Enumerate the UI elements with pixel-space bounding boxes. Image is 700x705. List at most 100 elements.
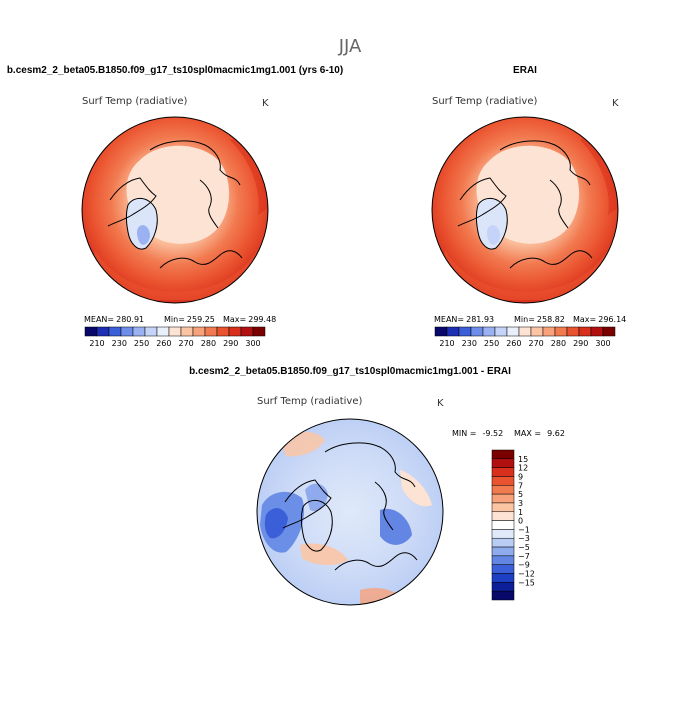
panel-model-colorbar-swatch	[216, 326, 230, 337]
panel-model-colorbar-swatch	[144, 326, 158, 337]
coastline-canada	[457, 177, 507, 227]
panel-model-map	[82, 117, 268, 303]
panel-model-title: b.cesm2_2_beta05.B1850.f09_g17_ts10spl0m…	[7, 65, 343, 76]
panel-diff-colorbar-tick-label: −1	[518, 525, 530, 534]
panel-obs-map-border	[431, 116, 619, 304]
coastline-greenland	[126, 197, 158, 250]
panel-model-colorbar-swatch	[84, 326, 98, 337]
page-title: JJA	[338, 36, 362, 57]
panel-model-colorbar-swatch	[192, 326, 206, 337]
panel-model-colorbar-tick-label: 290	[223, 339, 238, 348]
panel-obs-map	[432, 117, 618, 303]
panel-model-colorbar: 210 230 250 260 270 280 290 300	[84, 326, 266, 348]
panel-model-colorbar-swatch	[96, 326, 110, 337]
panel-obs-colorbar-swatch	[542, 326, 556, 337]
panel-obs-colorbar-swatch	[470, 326, 484, 337]
panel-diff-colorbar-swatch	[491, 458, 515, 468]
coastline-europe	[334, 552, 418, 571]
panel-obs-colorbar-swatch	[566, 326, 580, 337]
panel-model-min: Min= 259.25	[164, 315, 215, 324]
panel-diff-variable: Surf Temp (radiative)	[257, 396, 362, 407]
panel-diff-colorbar-swatch	[491, 573, 515, 583]
panel-obs-colorbar-swatch	[506, 326, 520, 337]
panel-obs-min: Min= 258.82	[514, 315, 565, 324]
coastline-alaska	[199, 179, 219, 229]
panel-diff-map	[257, 419, 443, 605]
panel-model-colorbar-swatch	[132, 326, 146, 337]
panel-obs: ERAI Surf Temp (radiative) K MEAN= 281.93…	[431, 65, 626, 348]
panel-obs-colorbar-swatch	[482, 326, 496, 337]
panel-model: b.cesm2_2_beta05.B1850.f09_g17_ts10spl0m…	[7, 65, 343, 348]
panel-diff-colorbar-tick-label: 5	[518, 490, 523, 499]
panel-diff-colorbar-swatch	[491, 590, 515, 601]
panel-diff-colorbar-tick-label: −5	[518, 543, 530, 552]
coastline-siberia	[499, 140, 591, 186]
panel-diff: b.cesm2_2_beta05.B1850.f09_g17_ts10spl0m…	[189, 366, 565, 606]
panel-diff-colorbar-tick-label: 12	[518, 464, 528, 473]
coastline-greenland	[476, 197, 508, 250]
cold-anomaly-greenland	[305, 483, 328, 512]
panel-obs-colorbar-swatch	[590, 326, 604, 337]
greenland-core	[486, 225, 500, 245]
panel-obs-colorbar-tick-label: 230	[462, 339, 477, 348]
panel-diff-colorbar-swatch	[491, 537, 515, 548]
panel-diff-colorbar-tick-label: −3	[518, 534, 530, 543]
panel-obs-colorbar: 210 230 250 260 270 280 290 300	[434, 326, 616, 348]
panel-obs-colorbar-tick-label: 280	[551, 339, 566, 348]
panel-obs-colorbar-swatch	[434, 326, 448, 337]
panel-model-colorbar-swatch	[156, 326, 170, 337]
panel-diff-colorbar-swatch	[491, 555, 515, 565]
panel-diff-units: K	[437, 398, 444, 409]
panel-diff-colorbar-tick-label: −12	[518, 570, 535, 579]
panel-diff-colorbar-tick-label: 0	[518, 517, 523, 526]
panel-obs-mean: MEAN= 281.93	[434, 315, 494, 324]
greenland-core	[136, 225, 150, 245]
panel-diff-colorbar-swatch	[491, 520, 515, 530]
panel-model-colorbar-swatch	[120, 326, 134, 337]
panel-obs-colorbar-swatch	[578, 326, 592, 337]
panel-diff-colorbar-tick-label: 7	[518, 481, 523, 490]
panel-diff-colorbar-swatch	[491, 467, 515, 477]
panel-model-map-border	[81, 116, 269, 304]
panel-diff-colorbar-tick-label: 15	[518, 455, 528, 464]
panel-model-colorbar-swatch	[252, 326, 266, 337]
coastline-greenland	[301, 499, 333, 552]
coastline-canada	[282, 479, 332, 529]
panel-diff-colorbar-swatch	[491, 449, 515, 460]
panel-diff-colorbar-tick-label: −7	[518, 552, 530, 561]
panel-obs-title: ERAI	[513, 65, 537, 76]
panel-model-colorbar-tick-label: 230	[112, 339, 127, 348]
panel-obs-colorbar-swatch	[530, 326, 544, 337]
panel-model-mean: MEAN= 280.91	[84, 315, 144, 324]
panel-obs-colorbar-swatch	[602, 326, 616, 337]
panel-diff-colorbar-swatch	[491, 493, 515, 504]
panel-obs-colorbar-swatch	[554, 326, 568, 337]
panel-diff-colorbar-swatch	[491, 511, 515, 521]
panel-model-units: K	[262, 98, 269, 109]
panel-model-colorbar-tick-label: 210	[89, 339, 104, 348]
panel-obs-units: K	[612, 98, 619, 109]
coastline-alaska	[549, 179, 569, 229]
panel-diff-title: b.cesm2_2_beta05.B1850.f09_g17_ts10spl0m…	[189, 366, 511, 377]
panel-obs-colorbar-tick-label: 290	[573, 339, 588, 348]
panel-model-colorbar-swatch	[180, 326, 194, 337]
panel-diff-map-border	[256, 418, 444, 606]
panel-model-variable: Surf Temp (radiative)	[82, 96, 187, 107]
panel-diff-colorbar-swatch	[491, 546, 515, 557]
panel-model-colorbar-swatch	[240, 326, 254, 337]
panel-model-colorbar-tick-label: 250	[134, 339, 149, 348]
panel-diff-colorbar-tick-label: 1	[518, 508, 523, 517]
panel-model-max: Max= 299.48	[223, 315, 276, 324]
panel-diff-colorbar-tick-label: 3	[518, 499, 523, 508]
panel-diff-colorbar-swatch	[491, 476, 515, 486]
panel-obs-colorbar-tick-label: 270	[529, 339, 544, 348]
panel-model-colorbar-swatch	[204, 326, 218, 337]
panel-obs-colorbar-swatch	[494, 326, 508, 337]
coastline-canada	[107, 177, 157, 227]
panel-diff-min: MIN = -9.52	[452, 429, 503, 438]
panel-obs-max: Max= 296.14	[573, 315, 626, 324]
panel-model-colorbar-tick-label: 280	[201, 339, 216, 348]
cold-anomaly-east	[380, 508, 412, 545]
